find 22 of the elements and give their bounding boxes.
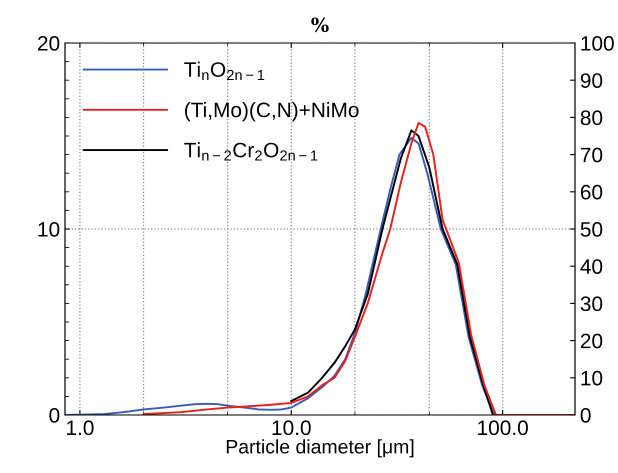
y2-tick-label: 80 xyxy=(580,110,602,126)
y-tick-label: 0 xyxy=(49,408,60,423)
y2-tick-label: 10 xyxy=(581,370,602,386)
legend-label: (Ti,Mo)(C,N)+NiMo xyxy=(185,102,359,122)
y-tick-label: 20 xyxy=(38,36,60,51)
x-tick-label: 1.0 xyxy=(67,420,94,436)
chart-title: % xyxy=(311,17,329,32)
y2-tick-label: 50 xyxy=(580,222,602,237)
y-tick-label: 10 xyxy=(38,222,60,237)
y2-tick-label: 70 xyxy=(580,148,602,162)
y2-tick-label: 40 xyxy=(580,259,602,274)
y2-tick-label: 30 xyxy=(580,296,602,312)
y2-tick-label: 60 xyxy=(580,184,602,200)
x-tick-label: 10.0 xyxy=(272,420,311,436)
legend-label: Ti$_{n−2}$Cr$_{2}$O$_{2n−1}$ xyxy=(184,142,318,161)
y2-tick-label: 20 xyxy=(580,334,602,348)
y2-tick-label: 100 xyxy=(581,36,614,51)
y2-tick-label: 0 xyxy=(580,408,591,423)
x-axis-title: Particle diameter [μm] xyxy=(226,439,414,458)
y2-tick-label: 90 xyxy=(580,73,602,88)
legend-label: Ti$_{n}$O$_{2n−1}$ xyxy=(184,62,264,80)
x-tick-label: 100.0 xyxy=(478,420,528,436)
